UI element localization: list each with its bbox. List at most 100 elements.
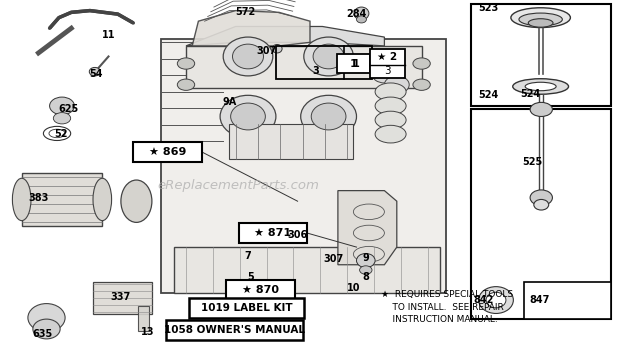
Bar [133,142,202,162]
Ellipse shape [375,111,406,129]
Text: 842: 842 [474,295,494,305]
Text: 3: 3 [384,66,391,76]
Text: 307: 307 [257,46,277,56]
Text: 383: 383 [29,193,48,203]
Text: 1: 1 [350,59,357,68]
Ellipse shape [304,37,353,76]
Bar [174,247,440,293]
Ellipse shape [356,253,375,268]
Polygon shape [192,11,310,46]
Ellipse shape [479,287,513,313]
Ellipse shape [375,125,406,143]
Ellipse shape [231,103,265,130]
Bar [229,124,353,159]
Ellipse shape [313,44,344,69]
Ellipse shape [220,95,276,138]
Ellipse shape [486,292,506,308]
Ellipse shape [53,113,71,124]
Bar [471,4,611,106]
Text: eReplacementParts.com: eReplacementParts.com [157,179,320,192]
Ellipse shape [301,95,356,138]
Text: 1019 LABEL KIT: 1019 LABEL KIT [201,303,293,313]
Polygon shape [338,191,397,265]
Text: 306: 306 [288,230,308,240]
Text: 10: 10 [347,283,360,293]
Bar [93,282,152,314]
Text: ★ 2: ★ 2 [378,52,397,62]
Bar [226,280,294,300]
Bar [190,298,304,318]
Text: 9: 9 [363,253,369,263]
Ellipse shape [528,19,553,27]
Ellipse shape [353,55,378,72]
Text: 523: 523 [479,3,499,13]
Text: 307: 307 [324,255,343,264]
Text: 8: 8 [362,272,370,282]
Text: 524: 524 [520,89,540,98]
Bar [161,39,446,293]
Text: 635: 635 [32,329,52,339]
Ellipse shape [89,67,100,76]
Text: ★ 869: ★ 869 [149,147,186,157]
Text: ★ 871: ★ 871 [254,228,291,238]
Text: 54: 54 [89,69,103,79]
Bar [166,321,303,340]
Text: ★ 870: ★ 870 [242,285,279,295]
Ellipse shape [232,44,264,69]
Text: 9A: 9A [223,97,236,107]
Polygon shape [186,26,384,46]
Text: 52: 52 [54,129,68,139]
Ellipse shape [28,304,65,332]
Ellipse shape [177,79,195,90]
Ellipse shape [413,79,430,90]
Text: 337: 337 [111,292,131,301]
Text: 11: 11 [102,30,115,40]
Bar [471,109,611,319]
Ellipse shape [272,44,282,53]
Text: 1058 OWNER'S MANUAL: 1058 OWNER'S MANUAL [164,325,305,335]
Ellipse shape [93,178,112,221]
Ellipse shape [356,16,366,23]
Text: 572: 572 [235,7,255,17]
Text: 284: 284 [347,9,366,19]
Bar [186,46,422,88]
Text: 5: 5 [248,272,254,282]
Text: 1: 1 [353,59,360,68]
Ellipse shape [511,8,570,28]
Ellipse shape [372,65,397,83]
Ellipse shape [530,190,552,205]
Bar [337,54,370,73]
Ellipse shape [311,103,346,130]
Ellipse shape [121,180,152,222]
Text: 13: 13 [141,327,154,337]
Bar [524,282,611,319]
Ellipse shape [519,13,562,26]
Bar [370,49,405,78]
Ellipse shape [360,266,372,274]
Ellipse shape [384,76,409,94]
Text: 524: 524 [479,90,499,100]
Ellipse shape [50,97,74,115]
Bar [239,223,307,243]
Ellipse shape [223,37,273,76]
Ellipse shape [177,58,195,69]
Text: 625: 625 [58,104,78,114]
Bar [138,306,149,331]
Ellipse shape [413,58,430,69]
Ellipse shape [33,319,60,339]
Text: ★  REQUIRES SPECIAL TOOLS
    TO INSTALL.  SEE REPAIR
    INSTRUCTION MANUAL.: ★ REQUIRES SPECIAL TOOLS TO INSTALL. SEE… [381,290,513,324]
Bar [276,46,372,79]
Text: 7: 7 [245,251,251,261]
Ellipse shape [530,102,552,116]
Bar [22,173,102,226]
Ellipse shape [354,7,369,20]
Ellipse shape [525,82,556,91]
Ellipse shape [375,83,406,101]
Ellipse shape [12,178,31,221]
Ellipse shape [375,97,406,115]
Ellipse shape [534,199,549,210]
Text: 525: 525 [522,157,542,167]
Ellipse shape [513,79,569,94]
Text: 3: 3 [313,66,319,76]
Text: 847: 847 [529,295,549,305]
